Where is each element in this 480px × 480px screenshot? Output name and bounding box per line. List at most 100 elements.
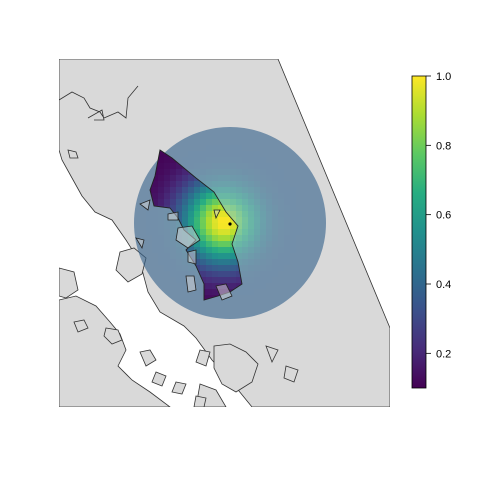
overlay-cell bbox=[224, 235, 231, 242]
overlay-cell bbox=[194, 241, 201, 248]
overlay-cell bbox=[164, 163, 171, 170]
overlay-cell bbox=[230, 139, 237, 146]
overlay-cell bbox=[212, 163, 219, 170]
land-islet-h bbox=[171, 381, 187, 395]
overlay-cell bbox=[164, 181, 171, 188]
overlay-cell bbox=[308, 199, 315, 206]
overlay-cell bbox=[314, 229, 321, 236]
overlay-cell bbox=[254, 265, 261, 272]
overlay-cell bbox=[284, 229, 291, 236]
overlay-cell bbox=[272, 211, 279, 218]
island-lake-2 bbox=[187, 249, 197, 265]
overlay-cell bbox=[242, 139, 249, 146]
overlay-cell bbox=[200, 163, 207, 170]
overlay-cell bbox=[248, 313, 255, 319]
overlay-cell bbox=[272, 175, 279, 182]
overlay-cell bbox=[212, 187, 219, 194]
overlay-cell bbox=[296, 205, 303, 212]
overlay-cell bbox=[272, 265, 279, 272]
colorbar-tick-label: 0.4 bbox=[436, 279, 451, 291]
overlay-cell bbox=[146, 235, 153, 242]
overlay-cell bbox=[176, 259, 183, 266]
overlay-cell bbox=[302, 193, 309, 200]
overlay-cell bbox=[206, 283, 213, 290]
overlay-cell bbox=[272, 295, 279, 302]
overlay-cell bbox=[314, 217, 321, 224]
overlay-cell bbox=[194, 301, 201, 308]
overlay-cell bbox=[302, 211, 309, 218]
overlay-cell bbox=[290, 193, 297, 200]
overlay-cell bbox=[224, 241, 231, 248]
overlay-cell bbox=[248, 295, 255, 302]
overlay-cell bbox=[302, 217, 309, 224]
overlay-cell bbox=[266, 157, 273, 164]
overlay-cell bbox=[314, 211, 321, 218]
overlay-cell bbox=[188, 307, 195, 314]
overlay-cell bbox=[278, 175, 285, 182]
overlay-cell bbox=[254, 163, 261, 170]
overlay-cell bbox=[272, 223, 279, 230]
overlay-cell bbox=[272, 247, 279, 254]
overlay-cell bbox=[242, 229, 249, 236]
overlay-cell bbox=[254, 169, 261, 176]
overlay-cell bbox=[140, 253, 147, 260]
overlay-cell bbox=[194, 157, 201, 164]
overlay-cell bbox=[164, 187, 171, 194]
overlay-cell bbox=[200, 217, 207, 224]
overlay-cell bbox=[236, 151, 243, 158]
overlay-cell bbox=[182, 145, 189, 152]
overlay-cell bbox=[248, 145, 255, 152]
overlay-cell bbox=[254, 157, 261, 164]
overlay-cell bbox=[290, 187, 297, 194]
overlay-cell bbox=[212, 217, 219, 224]
overlay-cell bbox=[260, 163, 267, 170]
overlay-cell bbox=[230, 127, 237, 134]
overlay-cell bbox=[170, 283, 177, 290]
overlay-cell bbox=[194, 133, 201, 140]
overlay-cell bbox=[254, 217, 261, 224]
overlay-cell bbox=[200, 259, 207, 266]
overlay-cell bbox=[182, 139, 189, 146]
overlay-cell bbox=[284, 145, 291, 152]
overlay-cell bbox=[296, 259, 303, 266]
overlay-cell bbox=[182, 211, 189, 218]
overlay-cell bbox=[260, 139, 267, 146]
overlay-cell bbox=[242, 301, 249, 308]
overlay-cell bbox=[296, 283, 303, 290]
overlay-cell bbox=[170, 229, 177, 236]
overlay-cell bbox=[236, 307, 243, 314]
overlay-cell bbox=[158, 157, 165, 164]
overlay-cell bbox=[296, 271, 303, 278]
overlay-cell bbox=[290, 271, 297, 278]
overlay-cell bbox=[200, 241, 207, 248]
overlay-cell bbox=[278, 187, 285, 194]
overlay-cell bbox=[272, 229, 279, 236]
overlay-cell bbox=[278, 247, 285, 254]
overlay-cell bbox=[230, 283, 237, 290]
overlay-cell bbox=[242, 271, 249, 278]
overlay-cell bbox=[266, 253, 273, 260]
overlay-cell bbox=[260, 175, 267, 182]
overlay-cell bbox=[242, 277, 249, 284]
overlay-cell bbox=[152, 211, 159, 218]
overlay-cell bbox=[290, 283, 297, 290]
overlay-cell bbox=[278, 253, 285, 260]
overlay-cell bbox=[308, 169, 315, 176]
overlay-cell bbox=[248, 163, 255, 170]
overlay-cell bbox=[194, 211, 201, 218]
overlay-cell bbox=[230, 247, 237, 254]
overlay-cell bbox=[212, 157, 219, 164]
overlay-cell bbox=[254, 259, 261, 266]
overlay-cell bbox=[182, 217, 189, 224]
overlay-cell bbox=[218, 247, 225, 254]
overlay-cell bbox=[320, 241, 326, 248]
overlay-cell bbox=[242, 157, 249, 164]
overlay-cell bbox=[140, 187, 147, 194]
overlay-cell bbox=[278, 193, 285, 200]
overlay-cell bbox=[272, 163, 279, 170]
overlay-cell bbox=[308, 235, 315, 242]
overlay-cell bbox=[158, 211, 165, 218]
overlay-cell bbox=[254, 283, 261, 290]
overlay-cell bbox=[158, 265, 165, 272]
overlay-cell bbox=[266, 235, 273, 242]
